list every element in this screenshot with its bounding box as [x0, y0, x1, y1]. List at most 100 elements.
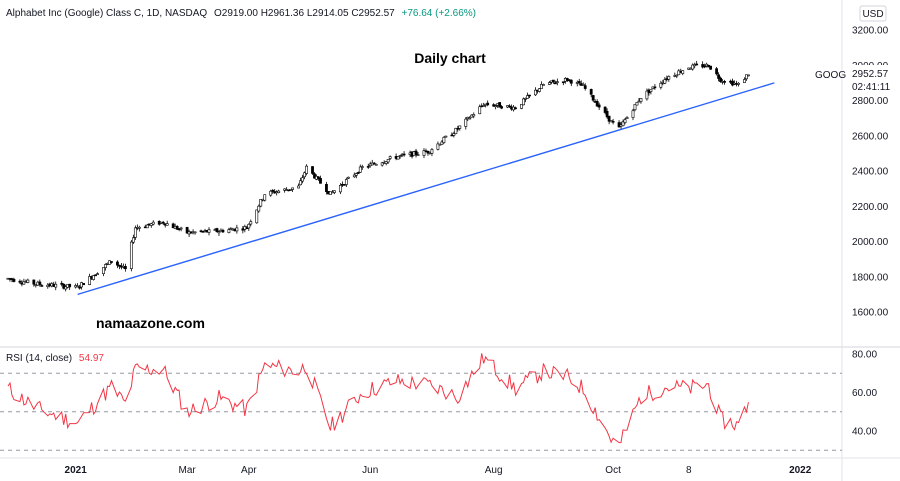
candle-body — [352, 174, 356, 178]
candle-body — [64, 286, 68, 290]
candle-body — [581, 84, 585, 86]
candle-body — [482, 105, 486, 107]
candle-body — [577, 81, 581, 84]
candle-body — [440, 141, 444, 145]
candle-body — [649, 89, 653, 92]
candle-body — [344, 179, 348, 185]
candle-body — [436, 143, 440, 150]
candle-body — [263, 194, 267, 201]
chart-title-annotation[interactable]: Daily chart — [414, 50, 486, 66]
candle-body — [603, 106, 607, 113]
candle-body — [416, 154, 420, 156]
candle-body — [291, 187, 295, 190]
price-tick-label: 2600.00 — [852, 131, 889, 142]
candle-body — [524, 98, 527, 100]
rsi-label: RSI (14, close) — [6, 353, 72, 364]
candle-body — [249, 221, 253, 225]
price-change: +76.64 (+2.66%) — [401, 8, 476, 19]
candle-body — [317, 176, 320, 179]
candle-body — [681, 70, 685, 74]
candle-body — [500, 106, 504, 109]
candle-body — [60, 282, 64, 285]
candle-body — [478, 106, 482, 115]
price-tick-label: 2000.00 — [852, 237, 889, 248]
candle-body — [32, 279, 36, 285]
rsi-line[interactable] — [7, 353, 749, 444]
currency-label: USD — [862, 9, 883, 20]
candle-body — [611, 120, 615, 123]
candle-body — [743, 79, 746, 83]
candle-body — [372, 162, 376, 165]
symbol-legend[interactable]: Alphabet Inc (Google) Class C, 1D, NASDA… — [6, 8, 476, 19]
time-tick-label: 2022 — [789, 465, 812, 476]
candle-body — [40, 285, 44, 287]
candle-body — [301, 177, 304, 182]
candle-body — [193, 231, 197, 234]
candle-body — [299, 180, 302, 186]
candle-body — [703, 65, 707, 68]
candle-body — [422, 150, 426, 156]
candle-body — [396, 156, 400, 160]
candle-body — [235, 227, 239, 232]
last-price-box — [850, 65, 894, 95]
candle-body — [498, 102, 502, 108]
candle-body — [94, 274, 97, 277]
rsi-line-layer — [7, 353, 749, 444]
rsi-tick-label: 40.00 — [852, 427, 877, 438]
candles-layer — [6, 60, 750, 292]
candle-body — [551, 79, 555, 83]
candle-body — [589, 89, 593, 95]
candle-body — [104, 264, 107, 268]
candle-body — [486, 102, 490, 106]
time-axis[interactable]: 2021 Mar Apr Jun Aug Oct 8 2022 — [65, 465, 812, 476]
candle-body — [131, 237, 135, 243]
candle-body — [464, 118, 468, 127]
candle-body — [269, 190, 273, 196]
candle-body — [217, 231, 221, 234]
price-tick-label: 2800.00 — [852, 96, 889, 107]
candle-body — [639, 98, 643, 102]
candle-body — [76, 285, 80, 288]
candle-body — [161, 221, 165, 224]
candle-body — [96, 273, 99, 275]
candle-body — [745, 74, 748, 80]
candle-body — [402, 153, 406, 156]
candle-body — [319, 178, 322, 184]
candle-body — [110, 261, 113, 263]
time-tick-label: 8 — [686, 465, 692, 476]
candle-body — [522, 98, 525, 106]
candle-body — [494, 105, 498, 108]
candle-body — [631, 110, 635, 118]
candle-body — [346, 176, 350, 179]
candle-body — [591, 95, 595, 101]
candle-body — [386, 159, 390, 163]
symbol-description: Alphabet Inc (Google) Class C, 1D, NASDA… — [6, 8, 207, 19]
currency-badge[interactable] — [859, 5, 887, 22]
candle-body — [179, 227, 183, 230]
rsi-value: 54.97 — [79, 353, 104, 364]
candle-body — [151, 221, 155, 225]
candle-body — [583, 85, 587, 89]
rsi-axis[interactable]: 40.00 60.00 80.00 — [852, 350, 877, 438]
trendline[interactable] — [77, 82, 775, 296]
candle-body — [137, 226, 141, 229]
rsi-legend[interactable]: RSI (14, close) 54.97 — [6, 353, 104, 364]
candle-body — [221, 229, 225, 233]
watermark-text[interactable]: namaazone.com — [96, 315, 205, 331]
candle-body — [625, 117, 629, 120]
candle-body — [723, 81, 726, 83]
candle-body — [54, 283, 58, 288]
candle-body — [271, 189, 275, 192]
candle-body — [82, 283, 86, 286]
candle-body — [659, 82, 663, 88]
candle-body — [538, 88, 541, 92]
candle-body — [255, 209, 259, 224]
candle-body — [380, 162, 384, 166]
candle-body — [338, 185, 342, 193]
candle-body — [633, 103, 637, 111]
candle-body — [540, 84, 543, 89]
candle-body — [384, 161, 388, 164]
candle-body — [542, 84, 545, 86]
rsi-tick-label: 60.00 — [852, 388, 877, 399]
